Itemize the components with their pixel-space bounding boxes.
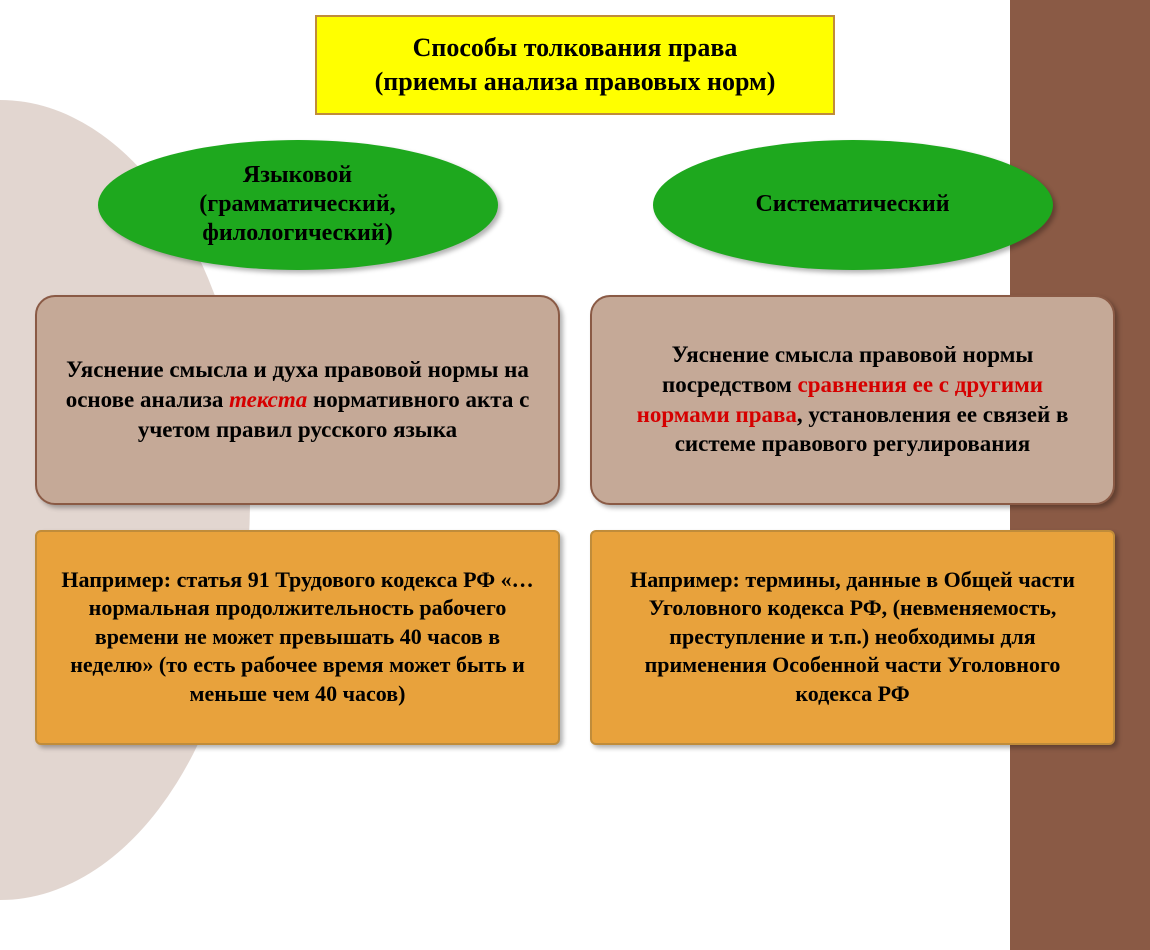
example-text: Например: статья 91 Трудового кодекса РФ… bbox=[59, 566, 536, 709]
ellipse-linguistic: Языковой (грамматический, филологический… bbox=[98, 140, 498, 270]
example-linguistic: Например: статья 91 Трудового кодекса РФ… bbox=[35, 530, 560, 745]
description-systematic: Уяснение смысла правовой нормы посредств… bbox=[590, 295, 1115, 505]
desc-segment-highlight: текста bbox=[229, 387, 307, 412]
example-systematic: Например: термины, данные в Общей части … bbox=[590, 530, 1115, 745]
diagram-content: Способы толкования права (приемы анализа… bbox=[35, 0, 1115, 745]
ellipse-line: Языковой bbox=[243, 161, 352, 190]
example-text: Например: термины, данные в Общей части … bbox=[614, 566, 1091, 709]
column-systematic: Систематический Уяснение смысла правовой… bbox=[590, 140, 1115, 745]
description-text: Уяснение смысла и духа правовой нормы на… bbox=[61, 355, 534, 445]
ellipse-line: (грамматический, bbox=[199, 190, 395, 219]
ellipse-line: Систематический bbox=[755, 190, 949, 219]
description-text: Уяснение смысла правовой нормы посредств… bbox=[616, 340, 1089, 460]
ellipse-line: филологический) bbox=[202, 219, 392, 248]
title-line-1: Способы толкования права bbox=[337, 31, 813, 65]
columns-container: Языковой (грамматический, филологический… bbox=[35, 140, 1115, 745]
ellipse-systematic: Систематический bbox=[653, 140, 1053, 270]
column-linguistic: Языковой (грамматический, филологический… bbox=[35, 140, 560, 745]
description-linguistic: Уяснение смысла и духа правовой нормы на… bbox=[35, 295, 560, 505]
title-box: Способы толкования права (приемы анализа… bbox=[315, 15, 835, 115]
title-line-2: (приемы анализа правовых норм) bbox=[337, 65, 813, 99]
